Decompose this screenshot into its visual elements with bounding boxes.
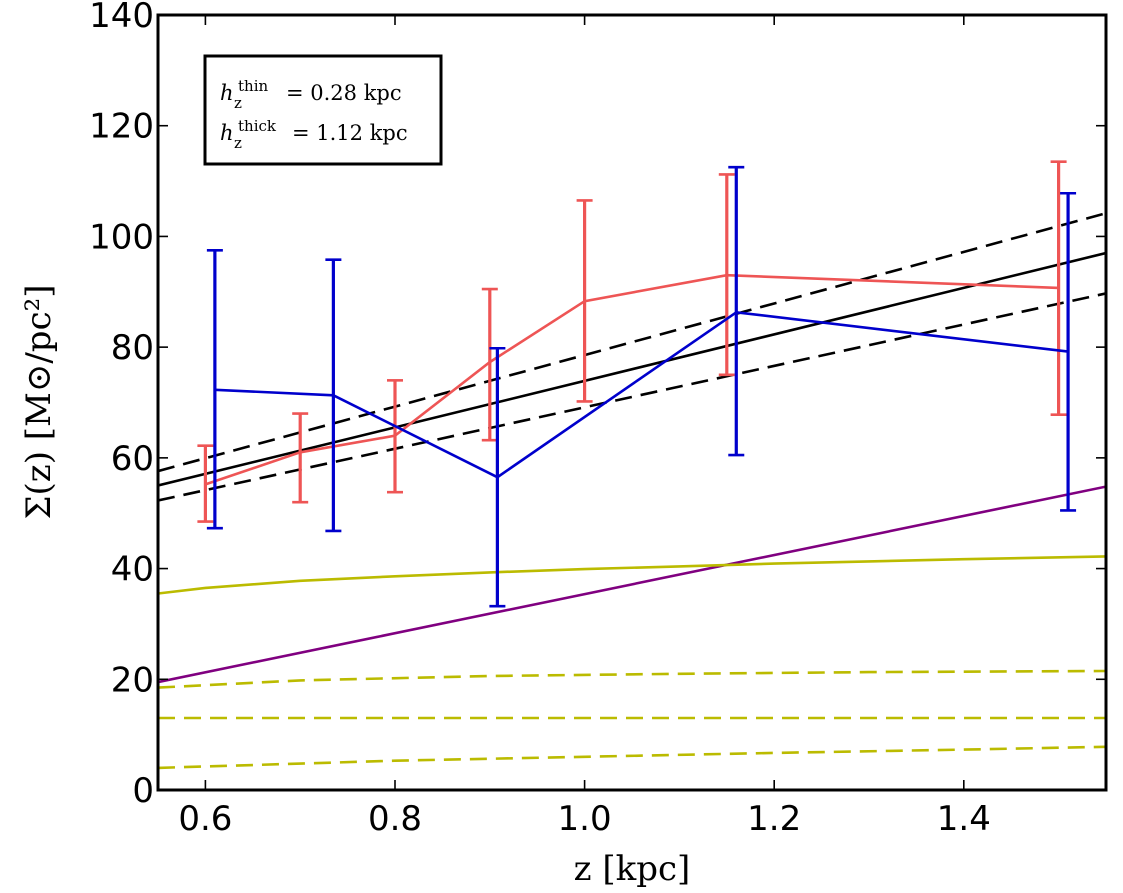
axis-ticks: 0.6 0.8 1.0 1.2 1.4 0 20 40 60 80 100 120 140 [89,0,1106,839]
legend-thin-superscript: thin [238,77,268,95]
y-axis-label: Σ(z) [M⊙/pc²] [19,284,59,519]
model-line-4 [158,555,1106,595]
model-line-1 [158,211,1106,473]
legend-entry-thick: h z thick = 1.12 kpc [220,117,408,152]
x-tick-label-2: 1.0 [558,799,612,839]
legend-thick-value: = 1.12 kpc [292,121,408,145]
legend-thick-symbol: h [220,121,234,145]
y-tick-label-7: 140 [89,0,154,36]
legend-entry-thin: h z thin = 0.28 kpc [220,77,402,112]
plot-frame [156,13,1108,792]
x-axis-label: z [kpc] [574,849,691,889]
model-line-5 [158,669,1106,689]
x-tick-label-1: 0.8 [368,799,422,839]
y-tick-label-2: 40 [111,550,154,590]
plot-data-layer [158,160,1106,770]
legend-thin-value: = 0.28 kpc [286,81,402,105]
x-tick-label-3: 1.2 [747,799,801,839]
legend-thick-subscript: z [234,134,242,152]
x-tick-label-0: 0.6 [178,799,232,839]
y-tick-label-6: 120 [89,107,154,147]
model-line-7 [158,745,1106,770]
y-tick-label-3: 60 [111,439,154,479]
y-tick-label-5: 100 [89,217,154,257]
y-tick-label-4: 80 [111,328,154,368]
model-line-2 [158,292,1106,502]
model-line-3 [158,485,1106,684]
y-tick-label-1: 20 [111,660,154,700]
legend: h z thin = 0.28 kpc h z thick = 1.12 kpc [203,54,443,166]
legend-box [203,54,443,166]
x-tick-label-4: 1.4 [937,799,991,839]
legend-thin-subscript: z [234,94,242,112]
model-line-0 [158,251,1106,487]
legend-thin-symbol: h [220,81,234,105]
y-tick-label-0: 0 [132,771,154,811]
legend-thick-superscript: thick [238,117,277,135]
